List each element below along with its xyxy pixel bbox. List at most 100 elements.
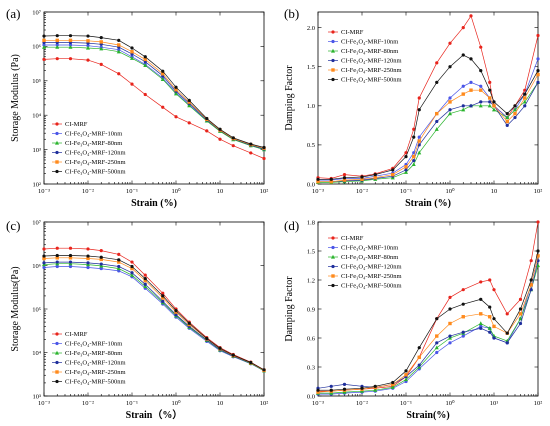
y-axis-label: Damping Factor [284, 65, 295, 131]
data-point [435, 80, 439, 84]
data-point [249, 360, 253, 365]
y-tick-label: 10⁴ [32, 350, 42, 357]
data-point [492, 324, 496, 329]
data-point [404, 168, 408, 172]
data-point [342, 176, 347, 180]
data-point [249, 151, 253, 155]
series-line [43, 266, 265, 372]
data-point [391, 168, 395, 172]
data-point [205, 129, 209, 133]
data-point [218, 127, 222, 131]
y-tick-label: 2.0 [307, 25, 315, 32]
legend-label: CI-Fe₃O₄-MRF-80nm [65, 350, 122, 357]
data-point [523, 92, 527, 96]
data-point [488, 278, 492, 282]
legend-marker [331, 68, 335, 72]
chart-c: (c) 10⁻³ 10⁻² 10⁻¹ 10⁰ 10 10² 10³ 10⁴ 10⁵ 10⁶ 10⁷ St… [6, 218, 268, 421]
x-tick-label: 10² [534, 400, 543, 407]
x-axis-label: Strain (%) [131, 198, 177, 209]
data-point [513, 104, 517, 108]
y-tick-label: 10³ [33, 393, 42, 400]
data-point [130, 46, 134, 50]
data-point [505, 119, 509, 124]
data-point [68, 260, 73, 264]
legend: CI-MRF CI-Fe₃O₄-MRF-10nm CI-Fe₃O₄-MRF-80nm… [52, 331, 126, 386]
legend-marker [331, 236, 335, 240]
data-point [160, 77, 165, 81]
data-point [536, 220, 540, 224]
data-point [488, 330, 492, 334]
legend: CI-MRF CI-Fe₃O₄-MRF-10nm CI-Fe₃O₄-MRF-80nm… [328, 29, 402, 84]
data-point [68, 34, 73, 38]
y-tick-label: 0.0 [307, 393, 315, 400]
data-point [86, 256, 90, 261]
data-point [417, 135, 421, 139]
data-point [143, 278, 147, 283]
data-point [448, 96, 452, 100]
data-point [505, 341, 509, 345]
data-point [478, 321, 483, 326]
data-point [55, 38, 59, 43]
data-point [360, 175, 364, 179]
legend-marker [331, 274, 335, 278]
data-point [412, 158, 416, 163]
data-point [492, 104, 496, 108]
y-axis-label: Storage Modulus(Pa) [10, 266, 21, 351]
data-point [143, 284, 148, 289]
data-point [492, 100, 496, 104]
data-point [448, 65, 452, 69]
data-point [218, 137, 222, 141]
data-point [143, 276, 147, 281]
data-point [461, 84, 465, 88]
data-point [448, 295, 452, 299]
data-point [130, 82, 134, 86]
data-point [505, 115, 510, 120]
y-tick-label: 0.0 [307, 181, 315, 188]
legend-label: CI-Fe₃O₄-MRF-120nm [65, 360, 126, 367]
legend-marker [331, 283, 335, 288]
y-tick-label: 10⁷ [32, 219, 41, 226]
data-point [461, 302, 465, 306]
data-point [360, 177, 364, 182]
legend-marker [55, 379, 59, 384]
y-tick-label: 10³ [33, 147, 42, 154]
data-point [86, 45, 90, 50]
data-point [404, 377, 408, 382]
data-point [390, 385, 395, 389]
data-point [161, 72, 165, 76]
data-point [417, 108, 421, 112]
data-point [469, 88, 473, 92]
data-point [518, 297, 523, 301]
data-point [461, 104, 465, 108]
legend-marker [331, 264, 335, 269]
data-point [316, 179, 320, 184]
data-point [187, 121, 191, 125]
data-point [161, 105, 165, 109]
legend-marker [55, 160, 59, 164]
data-point [42, 57, 46, 61]
series-0 [316, 14, 540, 181]
data-point [360, 386, 364, 390]
data-point [117, 43, 121, 47]
data-point [417, 355, 421, 360]
data-point [479, 84, 483, 88]
legend-label: CI-Fe₃O₄-MRF-500nm [341, 77, 402, 84]
x-axis-label: Strain (%) [405, 198, 451, 209]
data-point [86, 39, 90, 43]
data-point [492, 107, 496, 112]
data-point [42, 254, 46, 258]
legend-marker [55, 341, 59, 346]
data-point [143, 282, 147, 286]
series-line [318, 265, 539, 394]
data-point [522, 99, 527, 104]
data-point [435, 341, 439, 345]
chart-a: (a) 10⁻³ 10⁻² 10⁻¹ 10⁰ 10 10² 10² 10³ 10⁴ 10⁵ 10⁶ 10… [6, 6, 268, 209]
data-point [42, 265, 46, 270]
data-point [86, 58, 90, 62]
data-point [329, 177, 333, 181]
data-point [117, 264, 121, 269]
legend-label: CI-Fe₃O₄-MRF-80nm [341, 254, 398, 261]
data-point [536, 249, 540, 253]
data-point [68, 253, 73, 258]
data-point [174, 115, 178, 119]
